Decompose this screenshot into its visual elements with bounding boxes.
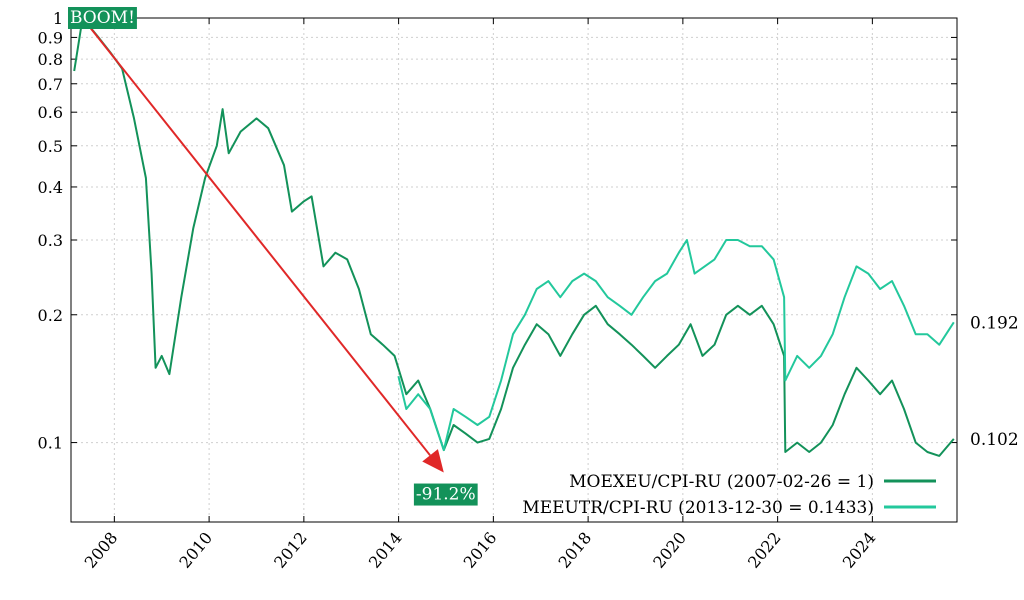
arrow-head	[422, 449, 444, 473]
series-line-moexeu	[73, 17, 955, 457]
x-tick-label: 2012	[270, 528, 311, 571]
y-tick-label: 0.6	[38, 103, 63, 122]
x-tick-label: 2014	[365, 528, 406, 571]
series-line-meeutr	[397, 239, 955, 452]
x-tick-label: 2022	[744, 528, 785, 571]
end-value-labels: 0.192 0.102	[970, 313, 1019, 450]
series-lines	[73, 17, 955, 457]
drawdown-tag: -91.2%	[413, 483, 478, 506]
peak-tag-label: BOOM!	[70, 8, 135, 28]
x-tick-label: 2010	[175, 528, 216, 571]
x-tick-label: 2018	[554, 528, 595, 571]
drawdown-tag-label: -91.2%	[416, 485, 476, 505]
legend-label-meeutr: MEEUTR/CPI-RU (2013-12-30 = 0.1433)	[522, 498, 874, 518]
end-value-label: 0.102	[970, 430, 1019, 450]
y-tick-label: 0.9	[38, 28, 63, 47]
legend-label-moexeu: MOEXEU/CPI-RU (2007-02-26 = 1)	[569, 472, 874, 492]
x-tick-label: 2016	[460, 528, 501, 571]
y-tick-label: 0.5	[38, 137, 63, 156]
grid-lines	[71, 17, 957, 522]
x-tick-label: 2008	[81, 528, 122, 571]
y-tick-labels: 10.9 0.8 0.7 0.6 0.5 0.4 0.3 0.2 0.1	[38, 9, 63, 453]
x-tick-label: 2024	[839, 528, 880, 571]
x-tick-labels: 2008 2010 2012 2014 2016 2018 2020 2022 2024	[81, 528, 880, 571]
legend: MOEXEU/CPI-RU (2007-02-26 = 1) MEEUTR/CP…	[522, 472, 936, 518]
y-tick-label: 1	[53, 9, 63, 28]
end-value-label: 0.192	[970, 313, 1019, 333]
x-tick-label: 2020	[649, 528, 690, 571]
arrow-shaft	[81, 17, 431, 456]
y-tick-label: 0.2	[38, 306, 63, 325]
peak-tag: BOOM!	[68, 7, 137, 29]
plot-frame	[70, 17, 958, 523]
peak-tag-background	[68, 7, 137, 29]
y-tick-label: 0.8	[38, 50, 63, 69]
y-tick-label: 0.4	[38, 178, 63, 197]
y-tick-label: 0.1	[38, 434, 63, 453]
y-tick-label: 0.7	[38, 75, 63, 94]
y-tick-label: 0.3	[38, 231, 63, 250]
drawdown-arrow	[81, 17, 444, 473]
drawdown-tag-background	[413, 483, 478, 506]
